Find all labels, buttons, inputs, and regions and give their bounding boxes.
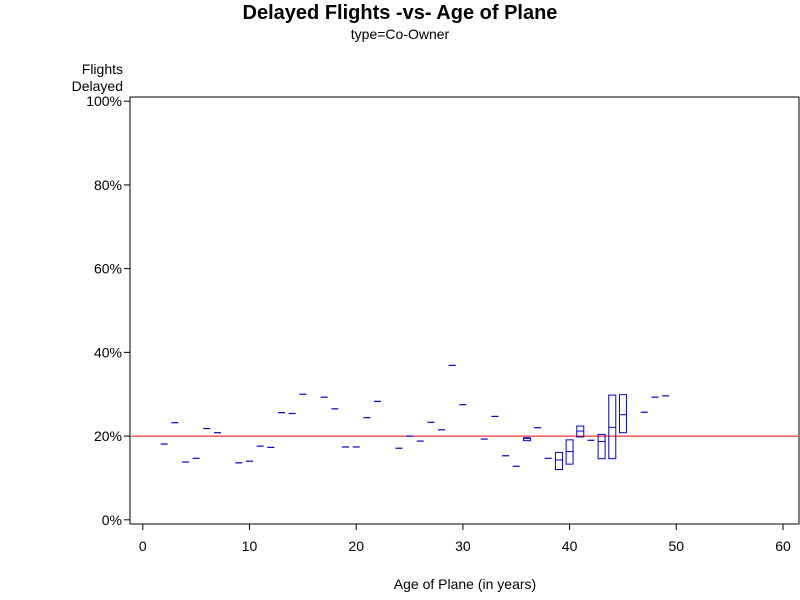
x-tick-label: 20 — [348, 538, 364, 554]
y-axis-label-line-1: Flights — [81, 61, 123, 77]
y-tick-label: 0% — [102, 512, 122, 528]
x-axis-label: Age of Plane (in years) — [393, 576, 537, 592]
box-plot-box — [554, 451, 563, 471]
x-tick-label: 50 — [669, 538, 685, 554]
y-tick-label: 60% — [94, 261, 122, 277]
y-tick-label: 20% — [94, 428, 122, 444]
y-tick-label: 40% — [94, 344, 122, 360]
box-plot-box — [618, 394, 627, 434]
y-tick-label: 100% — [86, 93, 122, 109]
chart-subtitle: type=Co-Owner — [350, 26, 450, 42]
y-axis-label: Flights Delayed — [40, 61, 123, 95]
box-plot-box — [597, 433, 606, 460]
x-tick-label: 40 — [562, 538, 578, 554]
chart-title: Delayed Flights -vs- Age of Plane — [242, 2, 558, 24]
x-tick-label: 0 — [139, 538, 147, 554]
x-tick-label: 10 — [242, 538, 258, 554]
x-tick-label: 30 — [455, 538, 471, 554]
y-axis-label-line-2: Delayed — [71, 78, 123, 94]
x-tick-label: 60 — [775, 538, 791, 554]
plot-frame — [129, 96, 800, 525]
y-tick-label: 80% — [94, 177, 122, 193]
box-plot-box — [522, 437, 531, 442]
